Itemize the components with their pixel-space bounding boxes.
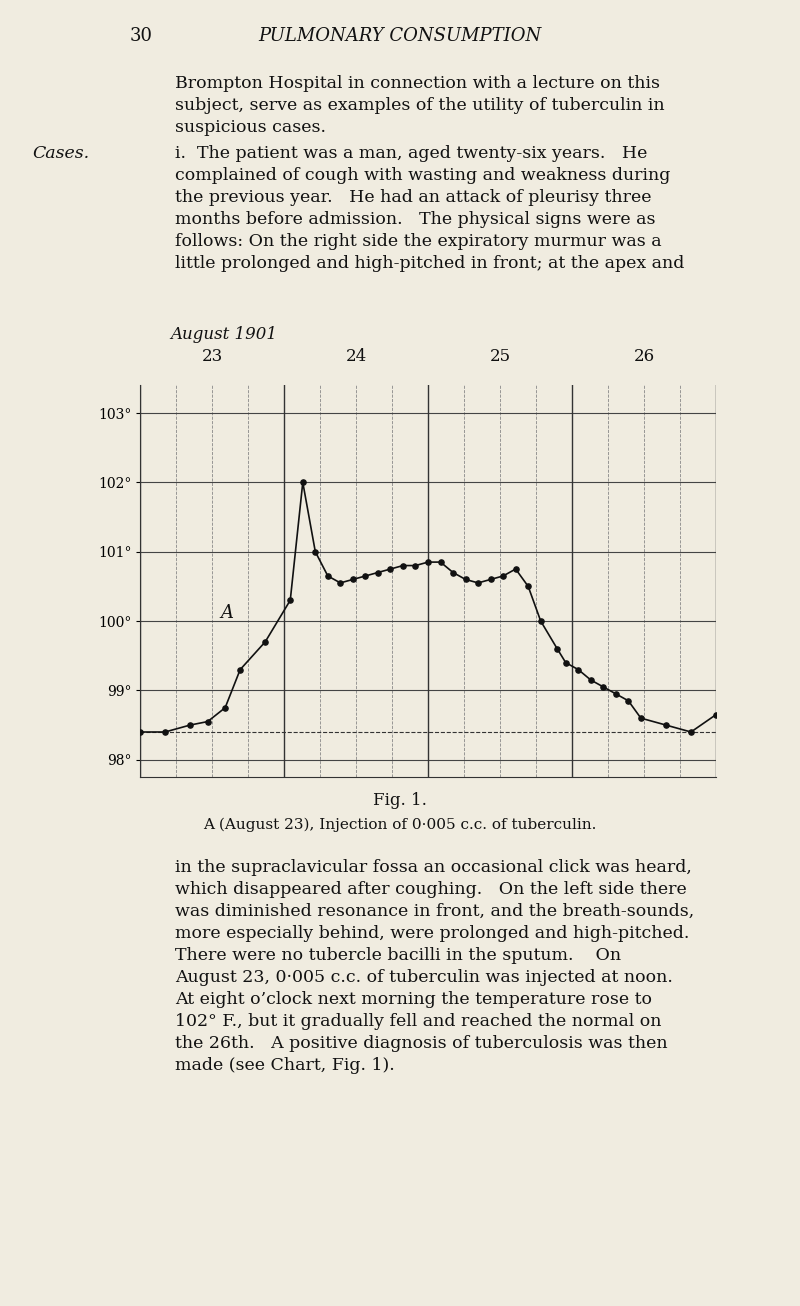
Text: August 23, 0·005 c.c. of tuberculin was injected at noon.: August 23, 0·005 c.c. of tuberculin was … — [175, 969, 673, 986]
Point — [710, 704, 722, 725]
Text: Brompton Hospital in connection with a lecture on this: Brompton Hospital in connection with a l… — [175, 74, 660, 91]
Point — [346, 569, 359, 590]
Point — [371, 562, 384, 582]
Text: 102° F., but it gradually fell and reached the normal on: 102° F., but it gradually fell and reach… — [175, 1013, 662, 1030]
Point — [184, 714, 197, 735]
Text: was diminished resonance in front, and the breath-sounds,: was diminished resonance in front, and t… — [175, 902, 694, 919]
Text: months before admission.   The physical signs were as: months before admission. The physical si… — [175, 212, 655, 229]
Point — [134, 721, 146, 742]
Point — [559, 652, 572, 673]
Point — [510, 559, 522, 580]
Point — [322, 565, 334, 586]
Point — [459, 569, 472, 590]
Point — [497, 565, 510, 586]
Point — [610, 683, 622, 704]
Point — [409, 555, 422, 576]
Point — [634, 708, 647, 729]
Point — [397, 555, 410, 576]
Point — [484, 569, 497, 590]
Text: which disappeared after coughing.   On the left side there: which disappeared after coughing. On the… — [175, 882, 686, 899]
Text: Cases.: Cases. — [32, 145, 89, 162]
Text: 23: 23 — [202, 349, 222, 366]
Text: PULMONARY CONSUMPTION: PULMONARY CONSUMPTION — [258, 27, 542, 44]
Text: At eight o’clock next morning the temperature rose to: At eight o’clock next morning the temper… — [175, 991, 652, 1008]
Point — [384, 559, 397, 580]
Point — [434, 551, 447, 572]
Point — [572, 660, 585, 680]
Text: There were no tubercle bacilli in the sputum.    On: There were no tubercle bacilli in the sp… — [175, 947, 621, 964]
Point — [234, 660, 246, 680]
Text: A (August 23), Injection of 0·005 c.c. of tuberculin.: A (August 23), Injection of 0·005 c.c. o… — [203, 818, 597, 832]
Point — [597, 677, 610, 697]
Point — [685, 721, 698, 742]
Text: Fig. 1.: Fig. 1. — [373, 791, 427, 810]
Point — [284, 590, 297, 611]
Text: suspicious cases.: suspicious cases. — [175, 119, 326, 136]
Text: August 1901: August 1901 — [170, 326, 277, 343]
Text: more especially behind, were prolonged and high-pitched.: more especially behind, were prolonged a… — [175, 925, 690, 942]
Text: the 26th.   A positive diagnosis of tuberculosis was then: the 26th. A positive diagnosis of tuberc… — [175, 1036, 668, 1053]
Point — [309, 541, 322, 562]
Point — [296, 471, 309, 492]
Text: 30: 30 — [130, 27, 153, 44]
Point — [584, 670, 597, 691]
Point — [158, 721, 171, 742]
Point — [534, 611, 547, 632]
Point — [218, 697, 231, 718]
Point — [334, 572, 346, 593]
Text: 24: 24 — [346, 349, 366, 366]
Text: the previous year.   He had an attack of pleurisy three: the previous year. He had an attack of p… — [175, 189, 651, 206]
Point — [359, 565, 372, 586]
Point — [659, 714, 672, 735]
Point — [259, 631, 272, 652]
Text: i.  The patient was a man, aged twenty-six years.   He: i. The patient was a man, aged twenty-si… — [175, 145, 647, 162]
Text: subject, serve as examples of the utility of tuberculin in: subject, serve as examples of the utilit… — [175, 97, 665, 114]
Point — [551, 639, 564, 660]
Point — [446, 562, 459, 582]
Text: follows: On the right side the expiratory murmur was a: follows: On the right side the expirator… — [175, 232, 662, 249]
Text: A: A — [220, 603, 233, 622]
Text: little prolonged and high-pitched in front; at the apex and: little prolonged and high-pitched in fro… — [175, 255, 684, 272]
Point — [522, 576, 534, 597]
Point — [422, 551, 434, 572]
Point — [472, 572, 485, 593]
Text: 26: 26 — [634, 349, 654, 366]
Text: complained of cough with wasting and weakness during: complained of cough with wasting and wea… — [175, 167, 670, 184]
Text: made (see Chart, Fig. 1).: made (see Chart, Fig. 1). — [175, 1057, 394, 1074]
Point — [622, 691, 634, 712]
Text: 25: 25 — [490, 349, 510, 366]
Text: in the supraclavicular fossa an occasional click was heard,: in the supraclavicular fossa an occasion… — [175, 859, 692, 876]
Point — [202, 712, 214, 733]
